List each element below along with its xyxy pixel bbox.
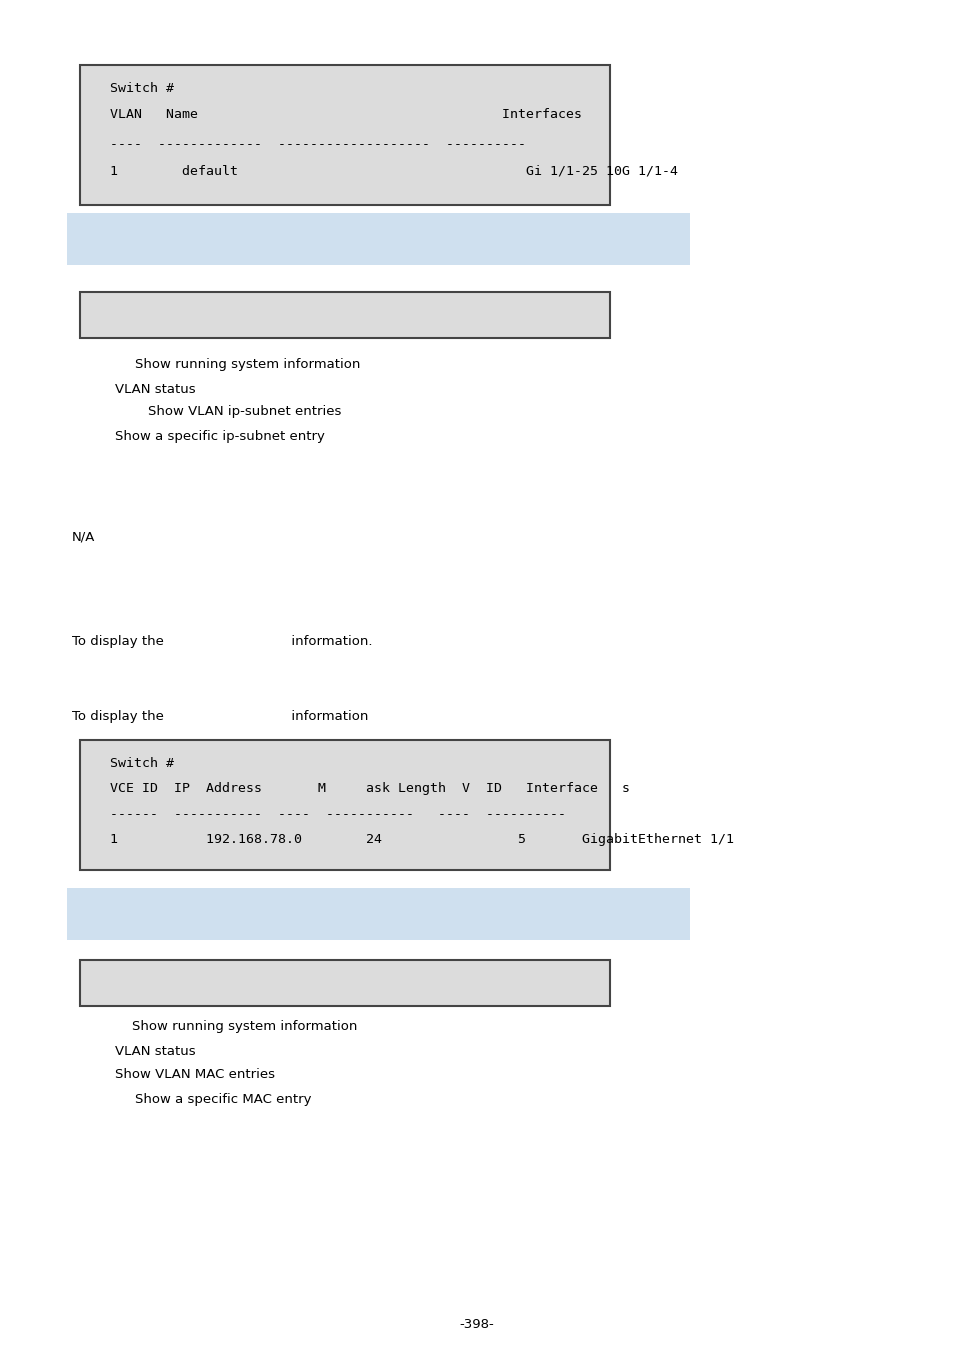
FancyBboxPatch shape <box>80 292 609 338</box>
Text: Switch #: Switch # <box>110 82 173 94</box>
Text: To display the                              information: To display the information <box>71 710 368 724</box>
FancyBboxPatch shape <box>80 65 609 205</box>
Text: ------  -----------  ----  -----------   ----  ----------: ------ ----------- ---- ----------- ----… <box>110 809 565 821</box>
FancyBboxPatch shape <box>67 213 689 265</box>
Text: -398-: -398- <box>459 1318 494 1331</box>
FancyBboxPatch shape <box>80 960 609 1006</box>
Text: VLAN   Name                                      Interfaces: VLAN Name Interfaces <box>110 108 581 122</box>
Text: Switch #: Switch # <box>110 757 173 769</box>
Text: 1        default                                    Gi 1/1-25 10G 1/1-4: 1 default Gi 1/1-25 10G 1/1-4 <box>110 165 678 178</box>
Text: Show running system information: Show running system information <box>135 358 360 371</box>
Text: Show VLAN MAC entries: Show VLAN MAC entries <box>115 1068 274 1081</box>
Text: VCE ID  IP  Address       M     ask Length  V  ID   Interface   s: VCE ID IP Address M ask Length V ID Inte… <box>110 782 629 795</box>
Text: VLAN status: VLAN status <box>115 1045 195 1058</box>
Text: VLAN status: VLAN status <box>115 383 195 396</box>
Text: 1           192.168.78.0        24                 5       GigabitEthernet 1/1: 1 192.168.78.0 24 5 GigabitEthernet 1/1 <box>110 833 733 846</box>
Text: N/A: N/A <box>71 531 95 543</box>
Text: Show a specific MAC entry: Show a specific MAC entry <box>135 1094 312 1106</box>
Text: Show running system information: Show running system information <box>132 1021 357 1033</box>
FancyBboxPatch shape <box>67 888 689 940</box>
Text: ----  -------------  -------------------  ----------: ---- ------------- ------------------- -… <box>110 138 525 151</box>
FancyBboxPatch shape <box>80 740 609 869</box>
Text: To display the                              information.: To display the information. <box>71 634 372 648</box>
Text: Show VLAN ip-subnet entries: Show VLAN ip-subnet entries <box>148 405 341 418</box>
Text: Show a specific ip-subnet entry: Show a specific ip-subnet entry <box>115 431 325 443</box>
